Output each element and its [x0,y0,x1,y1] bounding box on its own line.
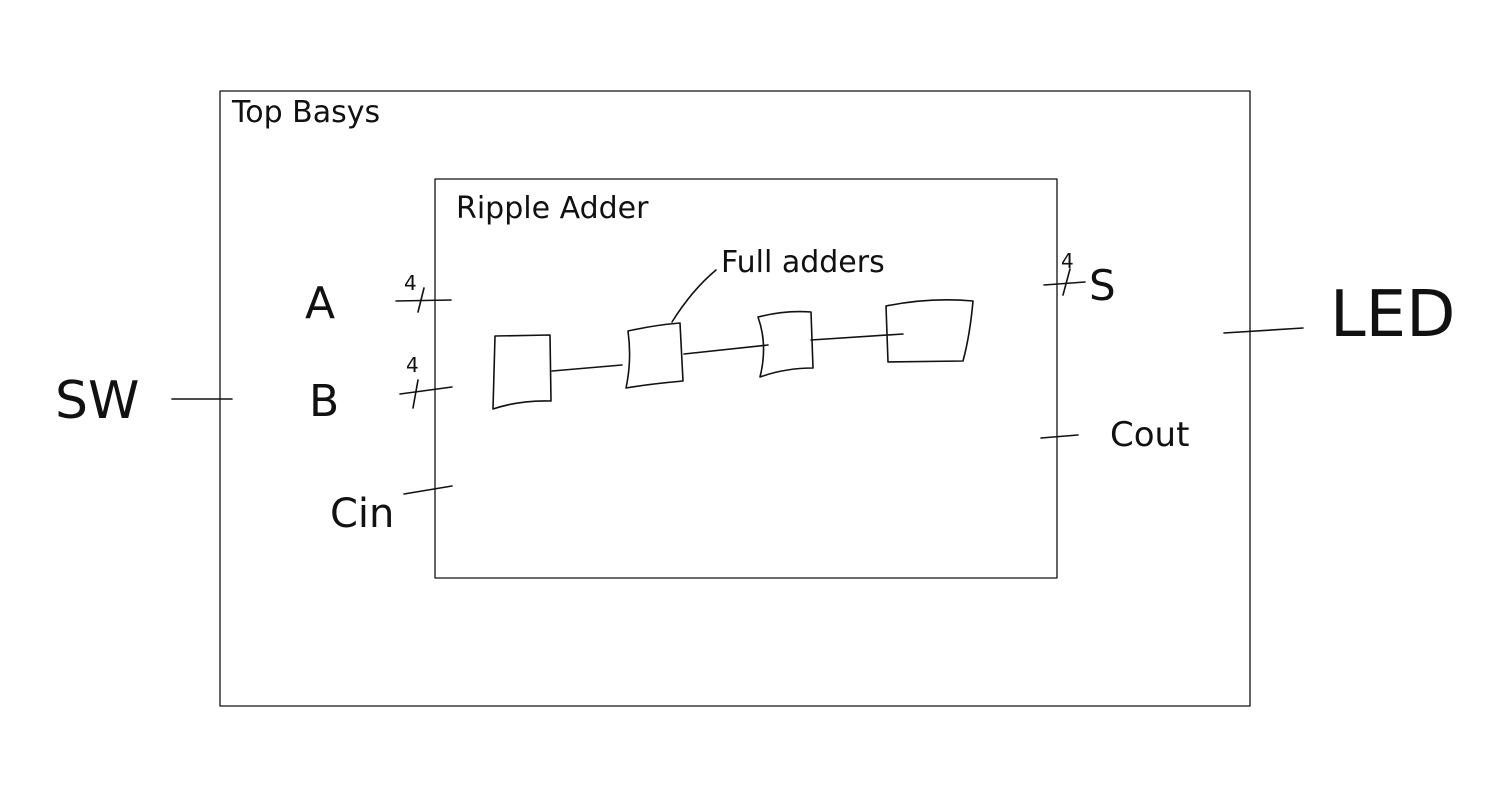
adder-link-2 [683,344,769,355]
s-label: S [1089,261,1116,310]
cout-label: Cout [1110,415,1189,455]
adder-link-1 [551,364,623,372]
b-bus-slash [412,379,419,409]
b-width-label: 4 [406,353,419,377]
full-adder-3 [757,310,814,378]
s-width-label: 4 [1061,249,1074,273]
full-adders-label: Full adders [721,245,885,280]
cout-wire [1040,434,1079,439]
top-basys-module [219,90,1251,707]
cin-label: Cin [330,491,394,537]
s-bus-slash [1062,268,1071,296]
led-wire [1223,327,1304,334]
a-width-label: 4 [404,271,417,295]
adder-link-3 [810,333,904,341]
led-label: LED [1330,278,1455,352]
full-adder-4 [885,298,974,363]
b-label: B [309,376,339,427]
top-basys-label: Top Basys [231,95,380,130]
s-wire [1043,281,1086,286]
ripple-adder-module [434,178,1058,579]
full-adder-2 [625,322,684,389]
ripple-adder-label: Ripple Adder [456,191,649,226]
sw-label: SW [55,371,139,431]
a-label: A [305,278,335,329]
a-bus-slash [417,287,425,313]
a-wire [395,299,452,302]
full-adders-pointer [671,269,717,323]
b-wire [399,386,453,395]
cin-wire [403,485,453,495]
full-adder-1 [492,334,552,410]
